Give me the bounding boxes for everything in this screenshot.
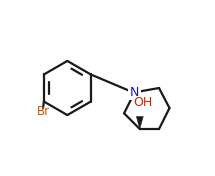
Text: N: N (130, 86, 139, 99)
Text: Br: Br (37, 105, 50, 118)
Polygon shape (136, 117, 143, 129)
Text: OH: OH (133, 96, 152, 109)
